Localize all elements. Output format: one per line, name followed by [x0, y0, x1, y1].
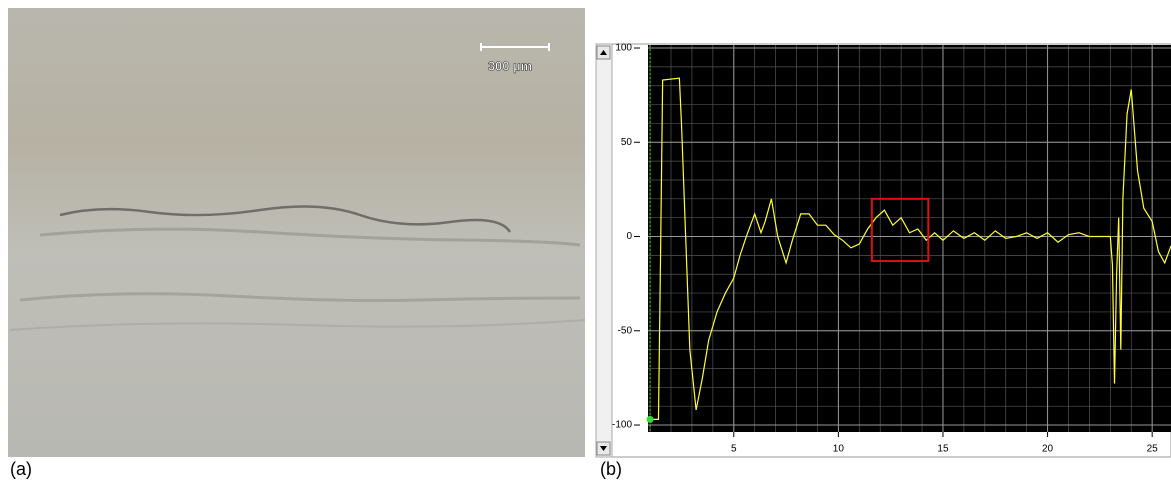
marker-dot: [646, 415, 654, 423]
y-tick-label: 50: [621, 137, 633, 148]
plot-area: [648, 45, 1171, 432]
streak: [39, 227, 581, 247]
micrograph-image: [8, 8, 585, 457]
x-tick-label: 15: [937, 444, 949, 455]
y-tick-label: 100: [615, 43, 632, 54]
crack: [59, 205, 512, 233]
arrow-icon: [600, 50, 607, 55]
highlight-box: [870, 197, 930, 263]
y-tick-label: 0: [626, 231, 632, 242]
scale-label: 300 µm: [488, 58, 532, 73]
scrollbar[interactable]: [595, 43, 613, 458]
y-tick-label: -50: [618, 325, 633, 336]
micrograph: 300 µm: [8, 8, 586, 457]
panel-label: (b): [600, 459, 622, 479]
x-tick-label: 10: [833, 444, 845, 455]
streak: [19, 292, 581, 302]
x-tick-label: 25: [1147, 444, 1159, 455]
streak: [9, 319, 586, 331]
y-tick-label: -100: [612, 420, 632, 431]
x-tick-label: 20: [1042, 444, 1054, 455]
panel-label: (a): [10, 459, 32, 479]
signal-trace: [650, 77, 1171, 420]
x-tick-label: 5: [731, 444, 737, 455]
arrow-icon: [600, 446, 607, 451]
